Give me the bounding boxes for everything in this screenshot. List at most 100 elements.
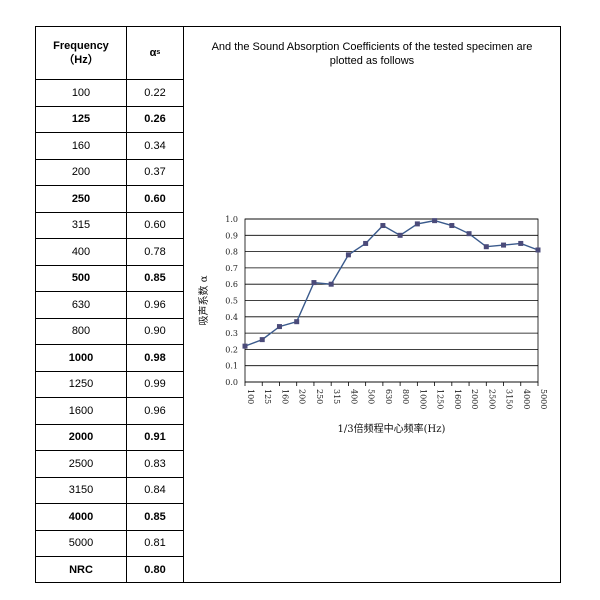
alpha-cell: 0.90 [127, 319, 183, 345]
x-tick-label: 315 [332, 389, 341, 404]
data-point [276, 324, 282, 330]
data-point [259, 337, 265, 343]
frequency-cell: 1600 [36, 398, 126, 425]
alpha-cell: 0.34 [127, 133, 183, 160]
alpha-cell: 0.99 [127, 372, 183, 398]
frequency-cell: NRC [69, 564, 93, 577]
x-tick-label: 250 [315, 389, 324, 404]
data-point [466, 231, 472, 237]
alpha-cell: 0.26 [127, 107, 183, 133]
y-tick-label: 0.7 [225, 264, 238, 273]
y-tick-label: 0.4 [225, 313, 238, 322]
data-point [483, 244, 489, 250]
data-point [311, 280, 317, 286]
x-axis-label: 1/3倍频程中心频率(Hz) [338, 422, 446, 435]
x-tick-label: 1600 [453, 389, 462, 409]
y-axis-label: 吸声系数 α [197, 275, 210, 325]
alpha-cell: 0.83 [127, 451, 183, 478]
alpha-cell: 0.96 [127, 398, 183, 425]
alpha-cell: 0.22 [127, 80, 183, 107]
alpha-cell: 0.85 [127, 266, 183, 292]
alpha-cell: 0.81 [127, 531, 183, 557]
y-tick-label: 0.1 [225, 362, 238, 371]
x-tick-label: 800 [401, 389, 410, 404]
data-point [363, 240, 369, 246]
data-point [449, 223, 455, 229]
frequency-cell: 500 [36, 266, 126, 292]
data-point [242, 343, 248, 349]
frequency-cell: 630 [36, 292, 126, 319]
data-point [518, 240, 524, 246]
frequency-cell: 5000 [36, 531, 126, 557]
frequency-cell: 200 [36, 160, 126, 186]
frequency-cell: 125 [36, 107, 126, 133]
alpha-cell: 0.98 [127, 345, 183, 372]
alpha-cell: 0.78 [127, 239, 183, 266]
y-tick-label: 0.8 [225, 248, 238, 257]
frequency-column: Frequency （Hz） 100 125 160 200 250 315 400 500 6… [36, 27, 127, 582]
x-tick-label: 2500 [487, 389, 496, 409]
alpha-cell: 0.85 [127, 504, 183, 531]
data-point [397, 232, 403, 238]
x-tick-label: 5000 [539, 389, 548, 409]
x-tick-label: 3150 [505, 389, 514, 409]
x-tick-label: 1250 [436, 389, 445, 409]
alpha-cell: 0.84 [127, 478, 183, 504]
frequency-cell: 1250 [36, 372, 126, 398]
x-tick-label: 200 [298, 389, 307, 404]
frequency-cell: 2000 [36, 425, 126, 451]
alpha-subscript: s [156, 49, 161, 56]
data-point [345, 252, 351, 258]
y-tick-label: 0.3 [225, 329, 238, 338]
alpha-cell: 0.80 [144, 564, 166, 577]
data-point [328, 281, 334, 287]
alpha-cell: 0.91 [127, 425, 183, 451]
chart-description: And the Sound Absorption Coefficients of… [184, 27, 560, 80]
frequency-cell: 100 [36, 80, 126, 107]
data-point [501, 242, 507, 248]
y-tick-label: 1.0 [225, 215, 238, 224]
y-tick-label: 0.0 [225, 378, 238, 387]
alpha-cell: 0.60 [127, 186, 183, 213]
y-tick-label: 0.2 [225, 345, 238, 354]
frequency-cell: 400 [36, 239, 126, 266]
frequency-cell: 2500 [36, 451, 126, 478]
data-point [432, 218, 438, 224]
data-point [535, 247, 541, 253]
y-tick-label: 0.9 [225, 231, 238, 240]
x-tick-label: 500 [367, 389, 376, 404]
frequency-header-unit: （Hz） [63, 54, 99, 66]
y-tick-label: 0.6 [225, 280, 238, 289]
data-point [414, 221, 420, 227]
description-line-2: plotted as follows [329, 55, 415, 67]
alpha-cell: 0.60 [127, 213, 183, 239]
frequency-cell: 250 [36, 186, 126, 213]
x-tick-label: 100 [246, 389, 255, 404]
alpha-cell: 0.96 [127, 292, 183, 319]
x-tick-label: 160 [280, 389, 289, 404]
frequency-header-label: Frequency [53, 40, 109, 52]
data-point [294, 319, 300, 325]
data-point [380, 223, 386, 229]
frequency-cell: 315 [36, 213, 126, 239]
frequency-header: Frequency （Hz） [36, 27, 126, 80]
alpha-cell: 0.37 [127, 160, 183, 186]
frequency-cell: 4000 [36, 504, 126, 531]
frequency-cell: 160 [36, 133, 126, 160]
x-tick-label: 400 [349, 389, 358, 404]
y-tick-label: 0.5 [225, 297, 238, 306]
x-tick-label: 630 [384, 389, 393, 404]
x-tick-label: 125 [263, 389, 272, 404]
data-sheet: Frequency （Hz） 100 125 160 200 250 315 400 500 6… [35, 26, 561, 583]
x-tick-label: 2000 [470, 389, 479, 409]
x-tick-label: 1000 [418, 389, 427, 409]
description-line-1: And the Sound Absorption Coefficients of… [211, 41, 533, 53]
plot-area [244, 218, 539, 383]
frequency-cell: 3150 [36, 478, 126, 504]
alpha-symbol: α [149, 47, 157, 59]
frequency-cell: 1000 [36, 345, 126, 372]
series-line [244, 219, 539, 347]
